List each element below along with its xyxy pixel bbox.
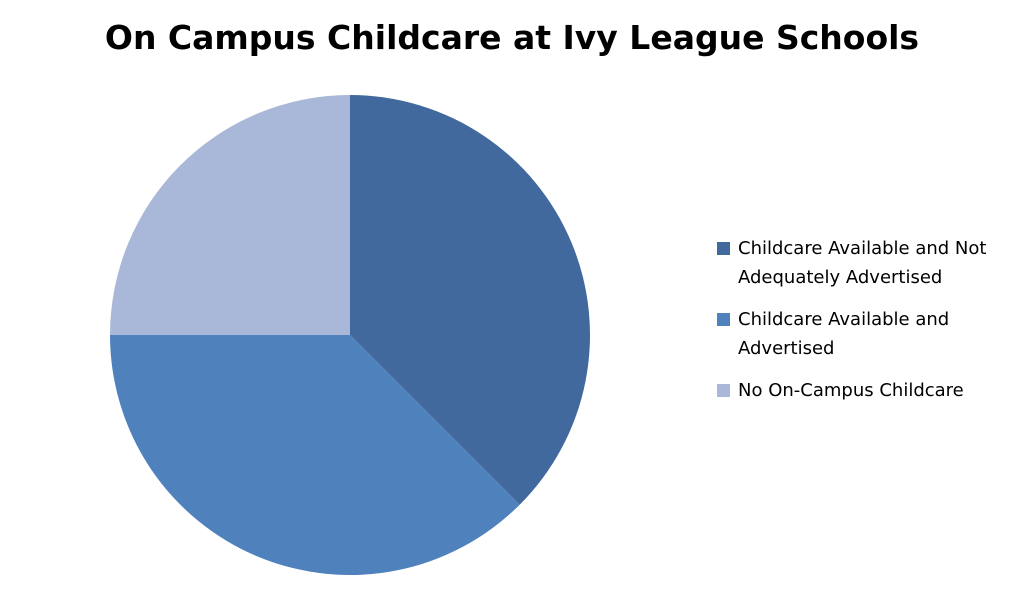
chart-title: On Campus Childcare at Ivy League School… (104, 18, 920, 57)
legend-swatch (717, 313, 730, 326)
legend-swatch (717, 384, 730, 397)
legend-item: No On-Campus Childcare (717, 376, 1017, 405)
legend-label: No On-Campus Childcare (738, 380, 964, 401)
legend-item: Childcare Available and Advertised (717, 305, 1017, 363)
legend-label: Childcare Available and Not Adequately A… (738, 238, 987, 288)
pie-slice-1 (350, 94, 591, 505)
chart-legend: Childcare Available and Not Adequately A… (717, 234, 1017, 418)
legend-swatch (717, 242, 730, 255)
legend-item: Childcare Available and Not Adequately A… (717, 234, 1017, 292)
pie-slices (110, 94, 591, 576)
pie-slice-2 (110, 335, 520, 576)
legend-label: Childcare Available and Advertised (738, 309, 950, 359)
pie-slice-3 (110, 95, 350, 335)
